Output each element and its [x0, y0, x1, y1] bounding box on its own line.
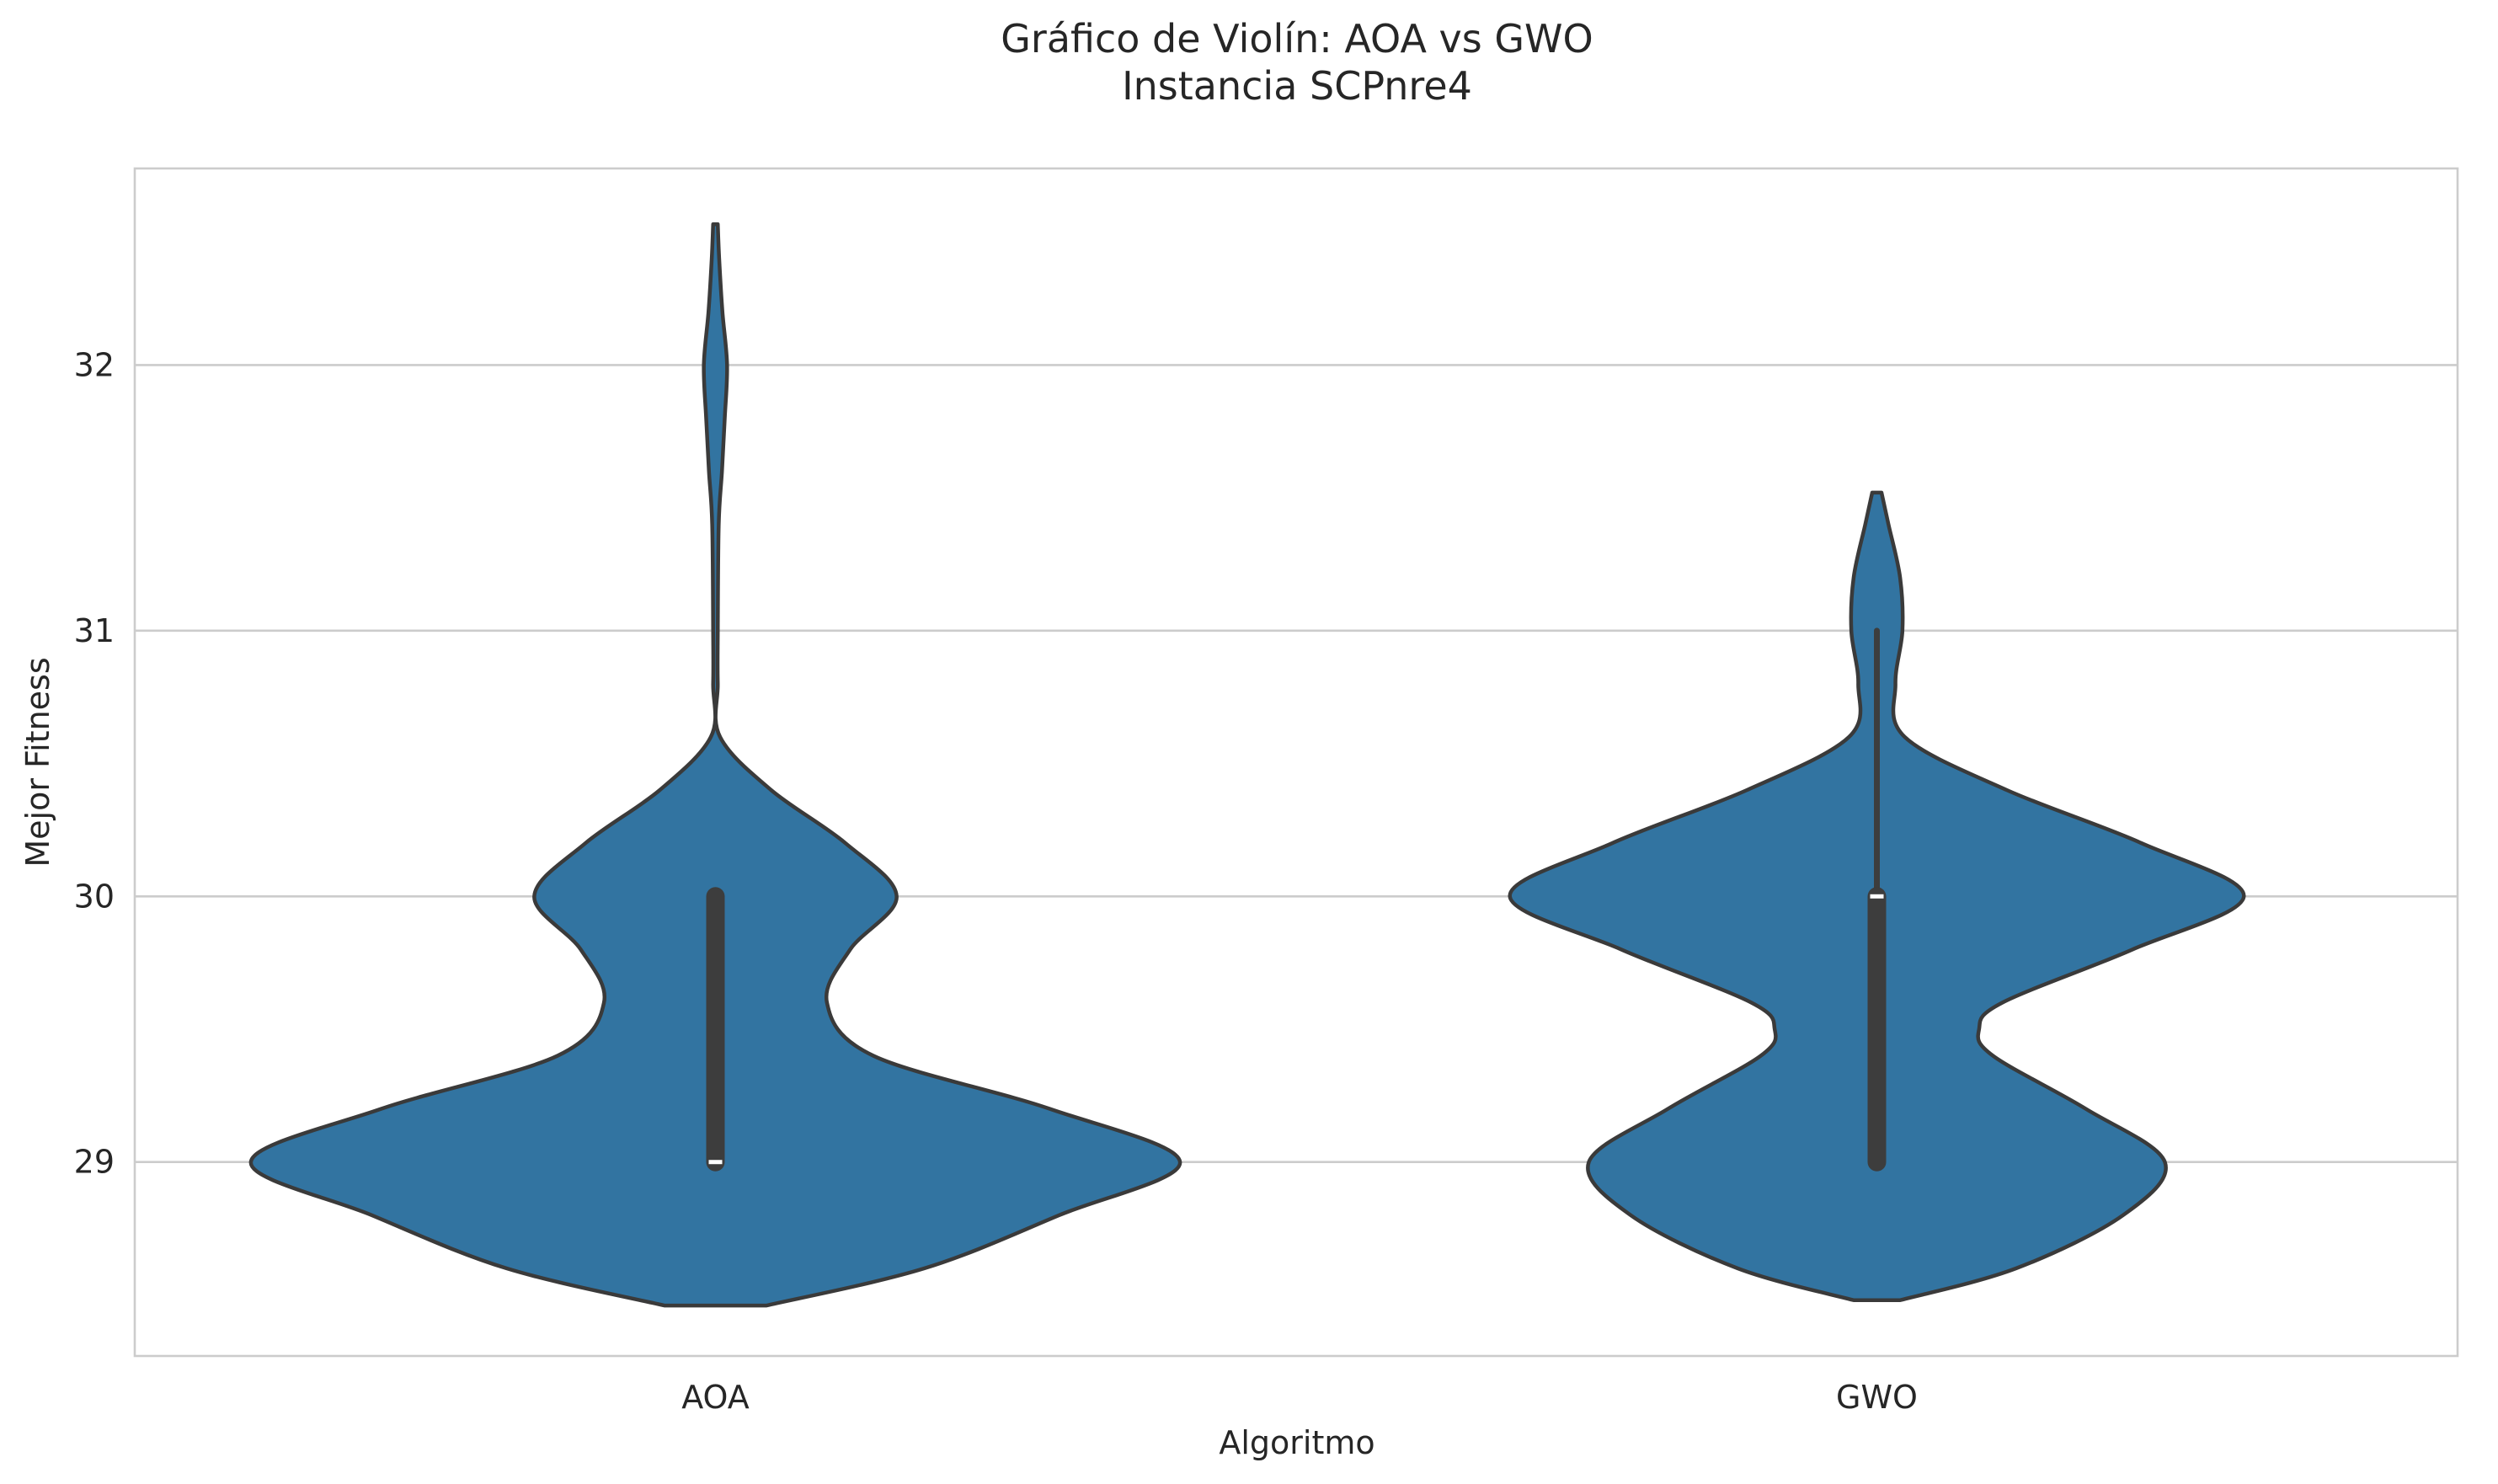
plot-frame	[133, 167, 2459, 1358]
violins	[248, 222, 2246, 1308]
y-axis-label: Mejor Fitness	[19, 657, 56, 867]
x-axis-label: Algoritmo	[1219, 1424, 1374, 1461]
x-tick-label: AOA	[681, 1379, 750, 1416]
gridlines	[135, 364, 2458, 1164]
violin-aoa	[248, 222, 1182, 1308]
axis-ticks: 29 30 31 32 AOA GWO	[74, 346, 1918, 1416]
chart-title: Gráfico de Violín: AOA vs GWO	[1001, 16, 1593, 61]
x-tick-label: GWO	[1836, 1379, 1918, 1416]
y-tick-label: 29	[74, 1144, 115, 1181]
y-tick-label: 31	[74, 612, 115, 649]
y-tick-label: 30	[74, 878, 115, 915]
y-tick-label: 32	[74, 346, 115, 383]
chart-subtitle: Instancia SCPnre4	[1122, 63, 1472, 109]
